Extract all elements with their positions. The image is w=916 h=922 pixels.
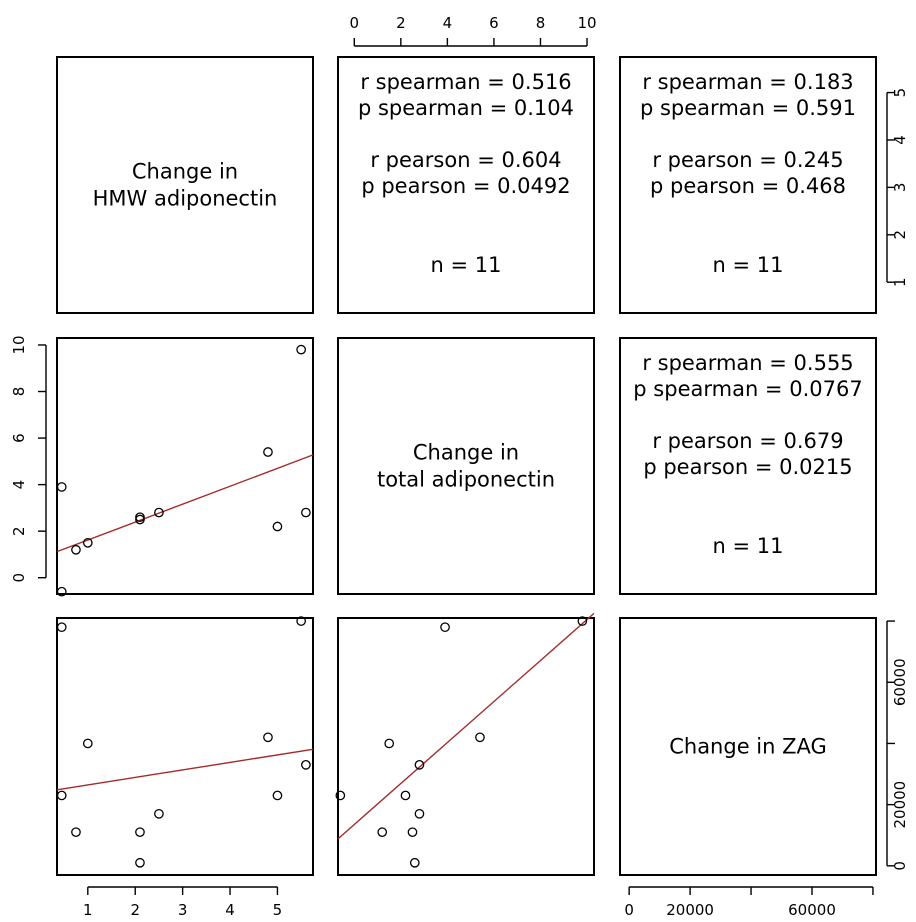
variable-label-hmw: Change in <box>132 160 238 184</box>
r-spearman-text: r spearman = 0.555 <box>642 351 853 375</box>
data-point <box>56 622 67 633</box>
data-point <box>301 507 311 518</box>
scatter-panel-hmw-vs-total <box>56 344 314 597</box>
top-axis-total-tick-label: 2 <box>396 14 406 32</box>
regression-line <box>337 612 595 840</box>
panel-1-1 <box>337 337 595 595</box>
bottom-axis-hmw-tick-label: 4 <box>225 901 235 919</box>
n-text: n = 11 <box>713 253 784 277</box>
panel-1-2 <box>619 337 877 595</box>
data-point <box>414 808 425 819</box>
left-axis-total-tick-label: 8 <box>10 387 28 397</box>
p-pearson-text: p pearson = 0.0492 <box>361 174 570 198</box>
right-axis-zag-tick-label: 0 <box>891 861 909 871</box>
data-point <box>301 760 311 770</box>
variable-label-total: total adiponectin <box>377 468 555 492</box>
right-axis-hmw-tick-label: 5 <box>891 88 909 98</box>
panel-2-1 <box>337 617 595 876</box>
data-point <box>409 857 420 868</box>
data-point <box>71 544 81 555</box>
data-point <box>296 344 306 355</box>
panel-2-0 <box>56 617 314 876</box>
right-axis-hmw-tick-label: 3 <box>891 183 909 193</box>
variable-label-zag: Change in ZAG <box>669 735 827 759</box>
regression-line <box>56 748 314 791</box>
data-point <box>154 507 164 518</box>
bottom-axis-hmw-tick-label: 1 <box>83 901 93 919</box>
scatter-panel-hmw-vs-zag <box>56 616 314 868</box>
panel-0-1 <box>337 56 595 314</box>
data-point <box>440 622 450 633</box>
data-point <box>135 827 145 838</box>
panel-0-0 <box>56 56 314 314</box>
data-point <box>335 790 346 801</box>
p-pearson-text: p pearson = 0.0215 <box>643 455 852 479</box>
right-axis-zag-tick-label: 20000 <box>891 781 909 829</box>
panel-2-2 <box>619 617 877 876</box>
data-point <box>135 857 145 868</box>
data-point <box>82 738 93 749</box>
right-axis-hmw-tick-label: 1 <box>891 277 909 287</box>
data-point <box>384 738 395 749</box>
top-axis-total-tick-label: 6 <box>489 14 499 32</box>
top-axis-total-tick-label: 0 <box>350 14 360 32</box>
right-axis-hmw-tick-label: 2 <box>891 230 909 240</box>
panel-0-2 <box>619 56 877 314</box>
data-point <box>135 512 145 523</box>
panel-1-0 <box>56 337 314 595</box>
variable-label-hmw: HMW adiponectin <box>93 187 278 211</box>
top-axis-total-tick-label: 4 <box>443 14 453 32</box>
bottom-axis-hmw-tick-label: 2 <box>130 901 140 919</box>
top-axis-total-tick-label: 10 <box>577 14 596 32</box>
data-point <box>407 827 418 838</box>
r-pearson-text: r pearson = 0.245 <box>652 148 843 172</box>
data-point <box>296 616 306 626</box>
n-text: n = 11 <box>713 534 784 558</box>
data-point <box>414 760 425 770</box>
data-point <box>400 790 411 801</box>
data-point <box>272 521 283 532</box>
data-point <box>577 616 588 626</box>
regression-line <box>56 454 314 553</box>
right-axis-hmw-tick-label: 4 <box>891 135 909 145</box>
data-point <box>377 827 388 838</box>
r-spearman-text: r spearman = 0.516 <box>360 70 571 94</box>
bottom-axis-zag-tick-label: 20000 <box>666 901 714 919</box>
scatter-panel-total-vs-zag <box>335 612 595 868</box>
bottom-axis-zag-tick-label: 0 <box>624 901 634 919</box>
right-axis-zag-tick-label: 60000 <box>891 658 909 706</box>
data-point <box>263 447 273 457</box>
data-point <box>475 732 485 743</box>
data-point <box>56 482 67 492</box>
data-point <box>154 808 164 819</box>
r-pearson-text: r pearson = 0.679 <box>652 429 843 453</box>
p-spearman-text: p spearman = 0.104 <box>358 96 574 120</box>
left-axis-total-tick-label: 2 <box>10 526 28 536</box>
data-point <box>82 537 93 548</box>
data-point <box>56 586 67 597</box>
data-point <box>71 827 81 838</box>
top-axis-total-tick-label: 8 <box>536 14 546 32</box>
r-pearson-text: r pearson = 0.604 <box>370 148 561 172</box>
data-point <box>263 732 273 743</box>
p-spearman-text: p spearman = 0.0767 <box>633 377 862 401</box>
data-point <box>272 790 283 801</box>
left-axis-total-tick-label: 6 <box>10 433 28 443</box>
left-axis-total-tick-label: 10 <box>10 335 28 354</box>
left-axis-total-tick-label: 0 <box>10 573 28 583</box>
left-axis-total-tick-label: 4 <box>10 480 28 490</box>
bottom-axis-hmw-tick-label: 3 <box>178 901 188 919</box>
r-spearman-text: r spearman = 0.183 <box>642 70 853 94</box>
variable-label-total: Change in <box>413 441 519 465</box>
p-pearson-text: p pearson = 0.468 <box>650 174 846 198</box>
bottom-axis-hmw-tick-label: 5 <box>273 901 283 919</box>
p-spearman-text: p spearman = 0.591 <box>640 96 856 120</box>
n-text: n = 11 <box>431 253 502 277</box>
data-point <box>56 790 67 801</box>
bottom-axis-zag-tick-label: 60000 <box>788 901 836 919</box>
